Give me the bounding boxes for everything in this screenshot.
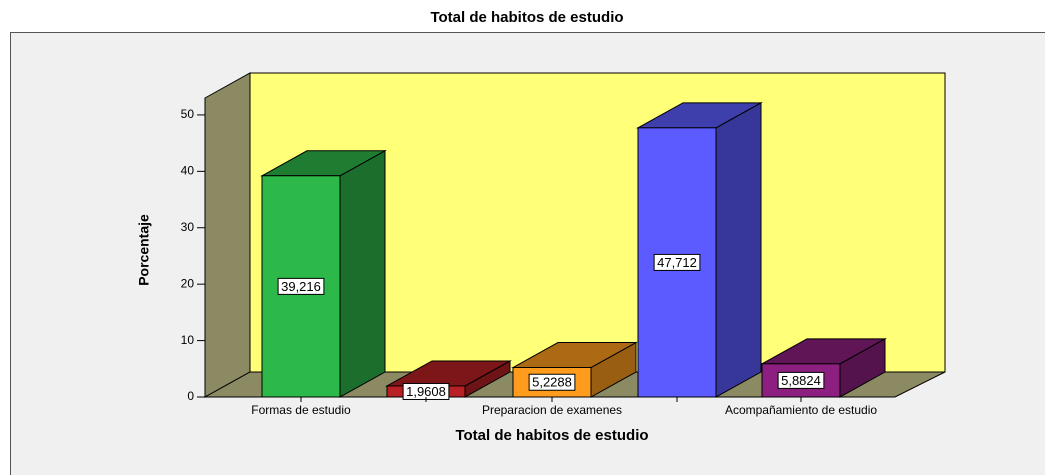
- chart-title: Total de habitos de estudio: [430, 9, 623, 26]
- value-label-box: [653, 253, 701, 271]
- value-label: 5,8824: [781, 373, 821, 388]
- x-tick-label: Preparacion de examenes: [482, 403, 622, 417]
- y-tick-label: 50: [181, 107, 195, 121]
- y-tick-label: 0: [187, 389, 194, 403]
- x-tick-label: Acompañamiento de estudio: [725, 403, 877, 417]
- bar-side: [339, 149, 386, 398]
- y-tick-label: 10: [181, 333, 195, 347]
- y-axis-title: Porcentaje: [136, 214, 152, 286]
- value-label-box: [528, 373, 576, 391]
- y-tick-label: 30: [181, 220, 195, 234]
- value-label: 1,9608: [406, 384, 446, 399]
- y-tick-label: 40: [181, 164, 195, 178]
- x-tick-label: Formas de estudio: [251, 403, 351, 417]
- bar-side: [715, 101, 762, 398]
- side-wall: [204, 72, 251, 398]
- value-label: 39,216: [281, 279, 321, 294]
- value-label: 47,712: [657, 255, 697, 270]
- value-label-box: [777, 371, 825, 389]
- value-label: 5,2288: [532, 375, 572, 390]
- value-label-box: [277, 277, 325, 295]
- y-tick-label: 20: [181, 276, 195, 290]
- x-axis-title: Total de habitos de estudio: [455, 427, 648, 444]
